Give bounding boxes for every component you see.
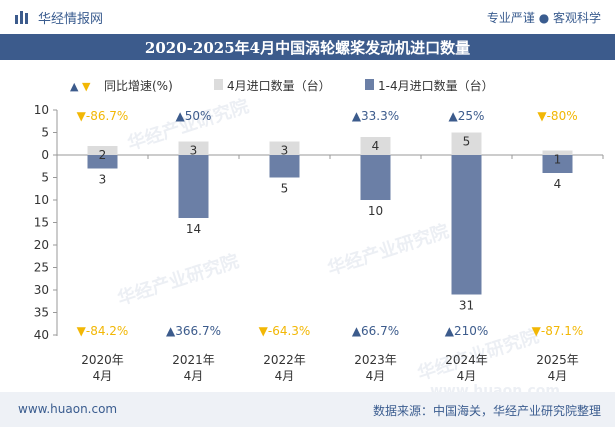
yoy-april-label: ▼-80% bbox=[537, 109, 577, 123]
data-label-april: 3 bbox=[190, 144, 198, 158]
y-tick-label: 10 bbox=[34, 103, 49, 117]
footer-website[interactable]: www.huaon.com bbox=[18, 402, 118, 416]
y-tick-label: 10 bbox=[34, 193, 49, 207]
legend-down-arrow-icon: ▼ bbox=[82, 80, 91, 93]
yoy-april-label: ▲33.3% bbox=[352, 109, 399, 123]
x-category-label: 4月 bbox=[93, 369, 113, 383]
watermark-text: 华经产业研究院 bbox=[115, 250, 242, 310]
bar-april bbox=[451, 132, 482, 155]
x-category-label: 2022年 bbox=[263, 353, 306, 367]
data-label-ytd: 31 bbox=[459, 299, 474, 313]
watermark-text: 华经产业研究院 bbox=[325, 220, 452, 280]
yoy-april-label: ▼-86.7% bbox=[77, 109, 129, 123]
x-category-label: 2025年 bbox=[536, 353, 579, 367]
x-category-label: 2023年 bbox=[354, 353, 397, 367]
data-label-april: 3 bbox=[281, 144, 289, 158]
legend-swatch-ytd bbox=[365, 79, 374, 90]
y-tick-label: 15 bbox=[34, 216, 49, 230]
yoy-ytd-label: ▼-64.3% bbox=[259, 324, 311, 338]
x-category-label: 4月 bbox=[457, 369, 477, 383]
chart: 华经产业研究院华经产业研究院华经产业研究院华经产业研究院www.huaon.co… bbox=[34, 78, 604, 392]
x-category-label: 2020年 bbox=[81, 353, 124, 367]
yoy-april-label: ▲25% bbox=[449, 109, 485, 123]
bar-april bbox=[360, 137, 391, 155]
yoy-ytd-label: ▲66.7% bbox=[352, 324, 399, 338]
y-tick-label: 0 bbox=[41, 148, 49, 162]
bar-ytd bbox=[542, 155, 573, 173]
data-label-ytd: 4 bbox=[554, 177, 562, 191]
x-category-label: 2021年 bbox=[172, 353, 215, 367]
x-category-label: 2024年 bbox=[445, 353, 488, 367]
y-tick-label: 25 bbox=[34, 261, 49, 275]
data-label-ytd: 14 bbox=[186, 222, 201, 236]
data-label-april: 5 bbox=[463, 135, 471, 149]
data-label-ytd: 3 bbox=[99, 173, 107, 187]
yoy-ytd-label: ▼-84.2% bbox=[77, 324, 129, 338]
y-tick-label: 5 bbox=[41, 171, 49, 185]
bar-ytd bbox=[269, 155, 300, 178]
data-label-ytd: 5 bbox=[281, 182, 289, 196]
yoy-ytd-label: ▲210% bbox=[445, 324, 489, 338]
data-label-april: 2 bbox=[99, 148, 107, 162]
x-category-label: 4月 bbox=[548, 369, 568, 383]
data-label-april: 4 bbox=[372, 139, 380, 153]
bar-april bbox=[269, 141, 300, 155]
yoy-ytd-label: ▼-87.1% bbox=[532, 324, 584, 338]
chart-title: 2020-2025年4月中国涡轮螺桨发动机进口数量 bbox=[144, 39, 471, 57]
legend-label-april: 4月进口数量（台） bbox=[227, 78, 331, 93]
bar-ytd bbox=[451, 155, 482, 295]
watermark-url: www.huaon.com bbox=[430, 383, 560, 392]
y-tick-label: 35 bbox=[34, 306, 49, 320]
bar-april bbox=[178, 141, 209, 155]
tagline: 专业严谨 ● 客观科学 bbox=[486, 11, 601, 25]
x-category-label: 4月 bbox=[275, 369, 295, 383]
x-category-label: 4月 bbox=[366, 369, 386, 383]
y-tick-label: 5 bbox=[41, 126, 49, 140]
brand-name: 华经情报网 bbox=[38, 12, 104, 27]
bar-ytd bbox=[360, 155, 391, 200]
logo-icon bbox=[15, 11, 28, 24]
bar-april bbox=[542, 150, 573, 155]
footer-bar bbox=[0, 392, 615, 427]
x-category-label: 4月 bbox=[184, 369, 204, 383]
bar-ytd bbox=[178, 155, 209, 218]
yoy-april-label: ▲50% bbox=[176, 109, 212, 123]
y-tick-label: 40 bbox=[34, 328, 49, 342]
data-label-april: 1 bbox=[554, 153, 562, 167]
legend-up-arrow-icon: ▲ bbox=[70, 80, 79, 93]
title-bar bbox=[0, 34, 615, 60]
legend-label-ytd: 1-4月进口数量（台） bbox=[378, 78, 494, 93]
yoy-ytd-label: ▲366.7% bbox=[166, 324, 221, 338]
legend-label-yoy: 同比增速(%) bbox=[104, 79, 173, 93]
top-bar: 华经情报网 专业严谨 ● 客观科学 bbox=[0, 0, 615, 34]
bar-april bbox=[87, 146, 118, 155]
data-label-ytd: 10 bbox=[368, 204, 383, 218]
legend-swatch-april bbox=[214, 79, 223, 90]
footer-source: 数据来源：中国海关，华经产业研究院整理 bbox=[372, 404, 601, 418]
y-tick-label: 30 bbox=[34, 283, 49, 297]
bar-ytd bbox=[87, 155, 118, 169]
y-tick-label: 20 bbox=[34, 238, 49, 252]
